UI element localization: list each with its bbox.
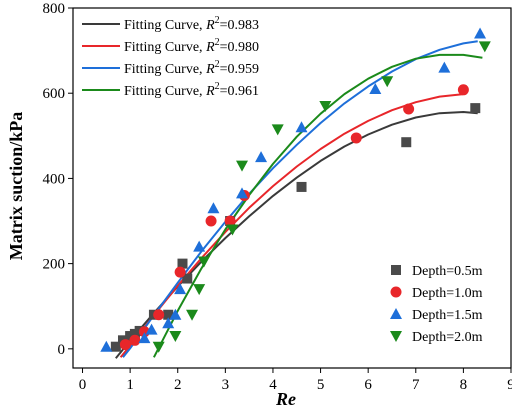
legend-curve-r-sup: 2 [215,37,220,48]
data-point [474,27,487,39]
data-point [369,82,382,94]
data-point [197,256,210,268]
data-point [145,323,158,335]
data-point [381,76,394,88]
data-point [174,266,186,278]
data-point [403,103,415,115]
legend-curve-r2-value: =0.980 [220,40,259,55]
legend-curve-r: R [205,40,215,55]
legend-curve-r: R [205,18,215,33]
data-point [193,240,206,252]
data-point [193,284,206,296]
data-point [295,121,308,133]
legend-curve-r2-value: =0.959 [220,62,259,77]
data-point [401,137,412,148]
data-point [163,309,174,320]
data-point [207,202,220,214]
legend-marker [390,286,402,298]
legend-curve-label: Fitting Curve, R2=0.980 [124,37,259,55]
data-point [470,103,481,114]
legend-depth-label: Depth=0.5m [412,264,483,279]
data-point [296,181,307,192]
ticks: 0 1 2 3 4 5 6 7 8 9 0 200 400 600 800 [43,1,512,393]
data-point [138,332,151,344]
x-tick-label: 6 [364,377,372,393]
data-point [129,334,141,346]
data-point [162,317,175,329]
legend-depth-label: Depth=1.5m [412,308,483,323]
y-tick-label: 0 [58,342,66,358]
legend-curve-name: Fitting Curve, [124,40,206,55]
y-tick-label: 800 [43,1,66,17]
x-tick-label: 9 [507,377,512,393]
data-point [169,331,182,343]
legend-curve-r2-value: =0.961 [220,84,259,99]
data-point [478,41,491,53]
data-point [236,187,249,199]
x-axis-title: Re [275,389,296,409]
legend-curve-name: Fitting Curve, [124,84,206,99]
legend-curve-label: Fitting Curve, R2=0.961 [124,81,259,99]
x-tick-label: 4 [269,377,277,393]
data-point [182,273,193,284]
data-point [236,160,249,172]
data-point [110,341,121,352]
axes [72,7,512,369]
y-axis-title: Matrix suction/kPa [6,112,26,261]
legend-depth-label: Depth=2.0m [412,330,483,345]
x-tick-label: 8 [460,377,468,393]
legend-depths: Depth=0.5m Depth=1.0m Depth=1.5m Depth=2.0m [390,264,483,345]
legend-curve-r-sup: 2 [215,59,220,70]
legend-curve-label: Fitting Curve, R2=0.959 [124,59,259,77]
x-tick-label: 3 [222,377,230,393]
data-point [319,100,332,112]
data-point [153,309,165,321]
data-point [100,340,113,352]
legend-curve-r-sup: 2 [215,81,220,92]
data-point [169,308,182,320]
legend-marker [390,308,402,319]
data-points [100,27,491,353]
legend-depth-label: Depth=1.0m [412,286,483,301]
legend-curve-name: Fitting Curve, [124,18,206,33]
data-point [255,151,268,163]
x-tick-label: 0 [79,377,87,393]
y-tick-label: 600 [43,86,66,102]
data-point [119,339,131,351]
data-point [271,124,284,136]
x-tick-label: 2 [174,377,182,393]
y-tick-label: 400 [43,171,66,187]
data-point [152,341,165,353]
legend-marker [390,331,402,342]
data-point [226,224,239,236]
x-tick-label: 5 [317,377,325,393]
legend-marker [391,265,401,275]
data-point [350,132,362,144]
legend-curve-label: Fitting Curve, R2=0.983 [124,15,259,33]
fitting-curve-3 [122,40,478,358]
legend-curve-r: R [205,62,215,77]
fitting-curve-4 [153,53,483,358]
legend-curve-r-sup: 2 [215,15,220,26]
y-tick-label: 200 [43,257,66,273]
data-point [224,215,236,227]
plot-frame [72,7,512,369]
legend-curve-r: R [205,84,215,99]
data-point [177,258,188,269]
data-point [186,309,199,321]
x-tick-label: 1 [126,377,134,393]
x-tick-label: 7 [412,377,420,393]
legend-curve-name: Fitting Curve, [124,62,206,77]
legend-curve-r2-value: =0.983 [220,18,259,33]
data-point [438,61,451,73]
data-point [174,283,187,295]
data-point [457,84,469,96]
data-point [205,215,217,227]
